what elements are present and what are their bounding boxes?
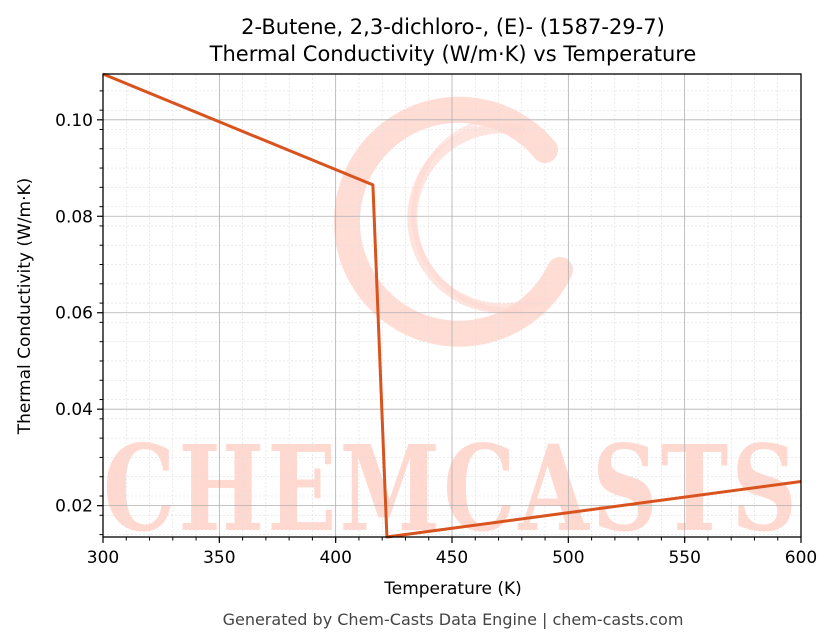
series-layer (102, 72, 802, 539)
x-tick-label: 350 (203, 548, 235, 568)
watermark: CHEMCASTS (103, 96, 796, 558)
axis-ticks: 300 350 400 450 500 550 600 0.02 0.04 0.06 0.08 0.1… (55, 90, 817, 568)
series-line (102, 72, 802, 539)
chart-subtitle: Thermal Conductivity (W/m·K) vs Temperat… (209, 42, 697, 66)
watermark-logo-icon (334, 96, 573, 347)
footer-credit: Generated by Chem-Casts Data Engine | ch… (223, 610, 684, 629)
x-tick-label: 500 (552, 548, 584, 568)
y-tick-label: 0.10 (55, 111, 93, 131)
x-tick-label: 600 (785, 548, 817, 568)
major-grid (102, 74, 802, 537)
x-tick-label: 550 (668, 548, 700, 568)
x-tick-label: 300 (87, 548, 119, 568)
chart-title: 2-Butene, 2,3-dichloro-, (E)- (1587-29-7… (241, 15, 665, 39)
y-tick-label: 0.02 (55, 497, 93, 517)
x-tick-label: 450 (436, 548, 468, 568)
x-axis-label: Temperature (K) (383, 579, 522, 599)
y-axis-label: Thermal Conductivity (W/m·K) (15, 178, 35, 436)
y-tick-label: 0.04 (55, 400, 93, 420)
y-tick-label: 0.06 (55, 304, 93, 324)
x-tick-label: 400 (319, 548, 351, 568)
y-tick-label: 0.08 (55, 207, 93, 227)
